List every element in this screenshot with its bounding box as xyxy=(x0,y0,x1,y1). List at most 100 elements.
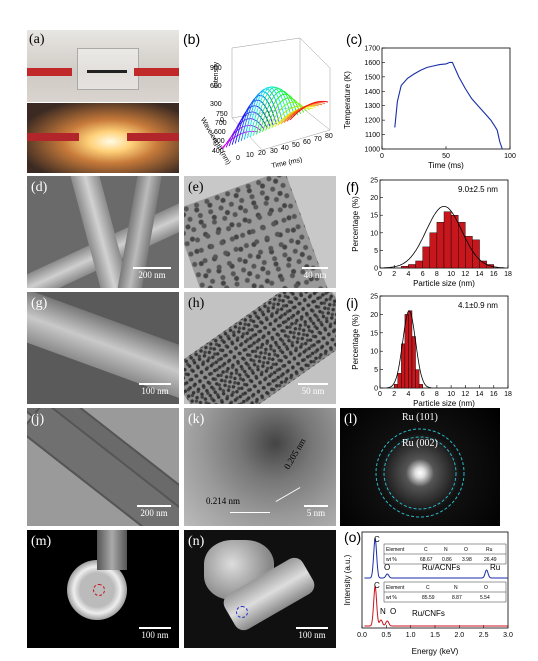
i-bar xyxy=(404,314,409,389)
svg-text:30: 30 xyxy=(270,148,278,155)
waterfall-curve xyxy=(280,104,319,125)
svg-text:3.98: 3.98 xyxy=(462,557,472,563)
o-legend-ru-cnfs: Ru/CNFs xyxy=(412,609,445,618)
panel-label-o: (o) xyxy=(344,529,361,545)
scalebar-d: 200 nm xyxy=(133,267,171,280)
b-ytick-400: 400 xyxy=(212,148,224,155)
chart-i: (i) 0 2 4 6 8 10 12 14 16 18 0 5 10 15 20 25 4.1±0.9 nm… xyxy=(346,294,512,409)
f-xtick-label: 12 xyxy=(461,271,469,278)
o-blue-peak-o: O xyxy=(384,563,390,572)
svg-text:85.59: 85.59 xyxy=(422,595,435,601)
waterfall-curve xyxy=(225,118,265,148)
f-gaussian-fit xyxy=(383,206,505,269)
panel-label-n: (n) xyxy=(188,534,205,549)
panel-e-tem: (e) 40 nm xyxy=(184,176,336,288)
svg-text:O: O xyxy=(484,585,488,591)
panel-k-hrtem: (k) 0.214 nm 0.205 nm 5 nm xyxy=(184,408,336,526)
b-xticks: 0 10 20 30 40 50 60 70 80 xyxy=(236,133,333,162)
scalebar-j: 200 nm xyxy=(137,505,171,518)
i-ytick-label: 25 xyxy=(370,294,378,301)
f-bar xyxy=(408,264,416,269)
i-xtick-label: 6 xyxy=(421,391,425,398)
svg-text:5.54: 5.54 xyxy=(480,595,490,601)
waterfall-curve xyxy=(249,86,289,138)
i-xtick-label: 2 xyxy=(392,391,396,398)
waterfall-curve xyxy=(277,106,316,126)
l-rings xyxy=(375,428,465,518)
svg-text:0.86: 0.86 xyxy=(442,557,452,563)
f-ylabel: Percentage (%) xyxy=(351,196,360,252)
f-bar xyxy=(422,246,430,269)
f-xtick-label: 14 xyxy=(476,271,484,278)
f-bar xyxy=(401,266,409,269)
waterfall-curve xyxy=(256,88,295,135)
f-bar xyxy=(458,222,466,269)
i-xtick-label: 10 xyxy=(447,391,455,398)
i-bar xyxy=(418,384,423,389)
f-ytick-label: 20 xyxy=(370,195,378,202)
c-series-line xyxy=(394,61,503,150)
i-bar xyxy=(408,310,413,389)
chart-b: (b) 900 600 300 0 Intensity 750 700 600 … xyxy=(183,31,333,170)
i-xtick-label: 0 xyxy=(378,391,382,398)
c-ytick-label: 1600 xyxy=(364,60,380,67)
i-xtick-label: 8 xyxy=(435,391,439,398)
i-xtick-label: 18 xyxy=(504,391,512,398)
svg-text:20: 20 xyxy=(258,150,266,157)
o-blue-peak-c: C xyxy=(374,535,380,544)
i-bar xyxy=(394,384,398,389)
i-xtick-label: 12 xyxy=(461,391,469,398)
panel-label-j: (j) xyxy=(31,412,45,427)
svg-text:26.49: 26.49 xyxy=(484,557,497,563)
b-xlabel: Time (ms) xyxy=(271,157,303,170)
f-bar xyxy=(479,260,487,269)
c-ylabel: Temperature (K) xyxy=(343,71,352,129)
i-bar xyxy=(411,336,416,389)
svg-text:Element: Element xyxy=(386,585,405,591)
c-plot-frame xyxy=(381,47,511,150)
f-bar xyxy=(415,260,423,269)
panel-g-sem: (g) 100 nm xyxy=(27,292,179,404)
b-ytick-700: 700 xyxy=(215,120,227,127)
l-ring-outer-label: Ru (101) xyxy=(402,412,438,423)
c-ytick-label: 1100 xyxy=(365,132,380,139)
f-bar xyxy=(465,236,473,269)
f-xtick-label: 8 xyxy=(435,271,439,278)
o-xtick-label: 2.5 xyxy=(479,632,489,639)
i-ytick-label: 0 xyxy=(374,386,378,393)
c-ytick-label: 1000 xyxy=(364,147,380,154)
panel-label-h: (h) xyxy=(188,296,205,311)
scalebar-g: 100 nm xyxy=(139,383,171,396)
svg-text:O: O xyxy=(464,547,468,553)
i-ytick-label: 5 xyxy=(374,367,378,374)
panel-d-sem: (d) 200 nm xyxy=(27,176,179,288)
scalebar-m: 100 nm xyxy=(139,627,171,640)
o-table-blue: Element C N O Ru wt % 68.67 0.86 3.98 26… xyxy=(383,543,507,565)
b-ztick-900: 900 xyxy=(210,65,222,72)
panel-label-g: (g) xyxy=(31,296,48,311)
i-xtick-label: 14 xyxy=(476,391,484,398)
waterfall-curve xyxy=(234,99,274,144)
f-xtick-label: 16 xyxy=(490,271,498,278)
scalebar-k: 5 nm xyxy=(304,505,328,518)
c-xtick-label: 100 xyxy=(504,153,516,160)
c-ytick-label: 1700 xyxy=(364,46,380,53)
f-bar xyxy=(450,215,459,269)
i-bar xyxy=(401,343,406,389)
svg-text:Element: Element xyxy=(386,547,405,553)
svg-text:0: 0 xyxy=(236,155,240,162)
c-ytick-label: 1300 xyxy=(364,103,380,110)
b-ytick-500: 500 xyxy=(213,138,225,145)
f-xtick-label: 0 xyxy=(378,271,382,278)
b-ytick-750: 750 xyxy=(216,111,228,118)
i-ytick-label: 15 xyxy=(370,330,378,337)
panel-j-tem: (j) 200 nm xyxy=(27,408,179,526)
i-xtick-label: 4 xyxy=(406,391,410,398)
o-table-red: Element C N O wt % 85.59 8.87 5.54 xyxy=(383,581,507,603)
c-ytick-label: 1400 xyxy=(364,89,380,96)
waterfall-curve xyxy=(253,86,292,136)
panel-label-k: (k) xyxy=(188,412,205,427)
b-ztick-0: 0 xyxy=(220,117,224,124)
scalebar-e: 40 nm xyxy=(302,267,328,280)
panel-label-i: (i) xyxy=(346,295,358,311)
